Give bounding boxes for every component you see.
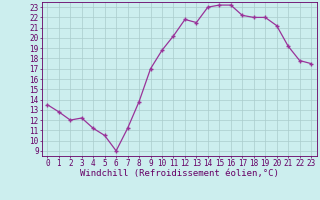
- X-axis label: Windchill (Refroidissement éolien,°C): Windchill (Refroidissement éolien,°C): [80, 169, 279, 178]
